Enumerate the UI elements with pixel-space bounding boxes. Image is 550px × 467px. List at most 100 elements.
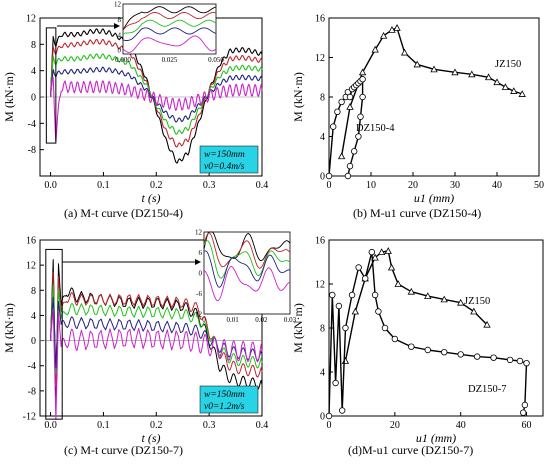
circle-marker [368, 248, 375, 256]
x-tick-label: 40 [456, 420, 466, 431]
inset-line-blue [203, 250, 291, 288]
circle-marker [330, 123, 337, 130]
x-tick-label: 0 [327, 180, 332, 191]
circle-marker [521, 401, 529, 409]
x-tick-label: 0.4 [256, 420, 269, 431]
circle-marker [520, 409, 527, 416]
circle-marker [338, 407, 346, 414]
circle-marker [506, 356, 514, 364]
circle-marker [490, 354, 497, 361]
circle-marker [332, 379, 339, 387]
arrow-head [195, 259, 201, 265]
circle-marker [325, 412, 333, 420]
triangle-marker [388, 26, 396, 33]
triangle-marker [484, 73, 493, 81]
plot-b: 0 10 20 30 40 50 0 4 8 12 16 JZ150 DZ150-4 u1 (mm) M (… [291, 14, 544, 206]
inset-y-tick-label: 0 [118, 47, 122, 55]
x-tick-label: 0.3 [203, 180, 216, 191]
inset-x-tick-label: 0 [202, 316, 206, 324]
x-axis-label: u1 (mm) [414, 191, 454, 205]
y-tick-label: 4 [320, 132, 325, 143]
triangle-marker [501, 83, 510, 91]
inset-x-tick-label: 0.03 [284, 316, 297, 324]
triangle-marker [407, 287, 415, 295]
inset-line-blue [122, 27, 217, 41]
inset-line-red [122, 12, 217, 31]
inset-x-tick-label: 0.025 [162, 56, 178, 64]
y-axis-label: M (kN·m) [291, 72, 305, 122]
inset-y-tick-label: 12 [195, 229, 203, 237]
triangle-marker [393, 24, 401, 31]
circle-marker [334, 108, 341, 116]
y-tick-label: 0 [320, 172, 325, 183]
x-tick-label: 0.4 [256, 180, 269, 191]
info-width: w=150mm [204, 150, 245, 160]
x-tick-label: 40 [492, 180, 502, 191]
circle-marker [335, 302, 343, 310]
x-axis-label: t (s) [142, 191, 161, 205]
info-width: w=150mm [204, 390, 245, 400]
y-tick-label: -8 [28, 145, 36, 156]
zoom-rect [45, 27, 57, 144]
x-tick-label: 0.2 [150, 420, 163, 431]
circle-marker [375, 308, 382, 315]
triangle-marker [518, 90, 526, 97]
inset-y-tick-label: -6 [196, 290, 202, 298]
circle-marker [329, 291, 336, 299]
circle-marker [424, 346, 431, 354]
y-tick-label: 12 [315, 280, 325, 291]
inset-c: 0 0.01 0.02 0.03 12 6 0 -6 -12 [193, 229, 297, 325]
circle-marker [473, 353, 481, 360]
x-tick-label: 0 [327, 420, 332, 431]
series-line-magenta [50, 311, 263, 420]
caption-c: (c) M-t curve (DZ150-7) [64, 443, 183, 457]
x-tick-label: 0.0 [44, 420, 57, 431]
triangle-marker [468, 70, 476, 78]
triangle-marker [371, 45, 379, 53]
y-tick-label: 4 [31, 66, 36, 77]
y-tick-label: 8 [31, 40, 36, 51]
triangle-marker [358, 68, 367, 76]
inset-x-tick-label: 0.050 [208, 56, 224, 64]
x-tick-label: 0.3 [203, 420, 216, 431]
y-tick-label: 8 [320, 93, 325, 104]
triangle-marker [413, 60, 421, 68]
info-box [199, 385, 259, 414]
inset-y-tick-label: 4 [118, 31, 122, 39]
triangle-marker [457, 298, 465, 306]
circle-marker [344, 172, 352, 180]
triangle-marker [493, 78, 501, 86]
series-line-black [50, 28, 263, 164]
x-axis-label: t (s) [142, 431, 161, 445]
circle-marker [457, 351, 464, 358]
inset-line-green [203, 240, 291, 279]
circle-marker [359, 76, 366, 83]
x-tick-label: 0.1 [97, 180, 110, 191]
x-axis-label: u1 (mm) [416, 431, 456, 445]
caption-b: (b) M-u1 curve (DZ150-4) [353, 206, 482, 220]
info-velocity: v0=1.2m/s [204, 402, 245, 412]
y-tick-label: 16 [315, 14, 325, 25]
triangle-marker [424, 292, 432, 300]
plot-frame [39, 239, 263, 417]
circle-marker [338, 98, 345, 106]
triangle-marker [430, 65, 438, 73]
inset-line-magenta [203, 265, 291, 302]
y-tick-label: -4 [28, 119, 36, 130]
y-tick-label: 16 [26, 236, 36, 247]
y-tick-label: 16 [315, 236, 325, 247]
circle-marker [359, 93, 366, 101]
circle-marker [355, 133, 362, 140]
y-tick-label: 0 [31, 336, 36, 347]
arrow-head [114, 23, 120, 29]
y-tick-label: 0 [31, 93, 36, 104]
circle-marker [441, 349, 448, 356]
series-line-jz [344, 250, 488, 362]
circle-marker [516, 357, 524, 365]
y-tick-label: 12 [26, 261, 36, 272]
series-line-red [50, 38, 263, 148]
inset-y-tick-label: 12 [114, 1, 122, 9]
series-line-magenta [50, 77, 263, 143]
circle-marker [325, 172, 333, 180]
plot-a: 0.0 0.1 0.2 0.3 0.4 -8 -4 0 4 8 12 0.000 0.025 0.050 1… [2, 1, 268, 206]
